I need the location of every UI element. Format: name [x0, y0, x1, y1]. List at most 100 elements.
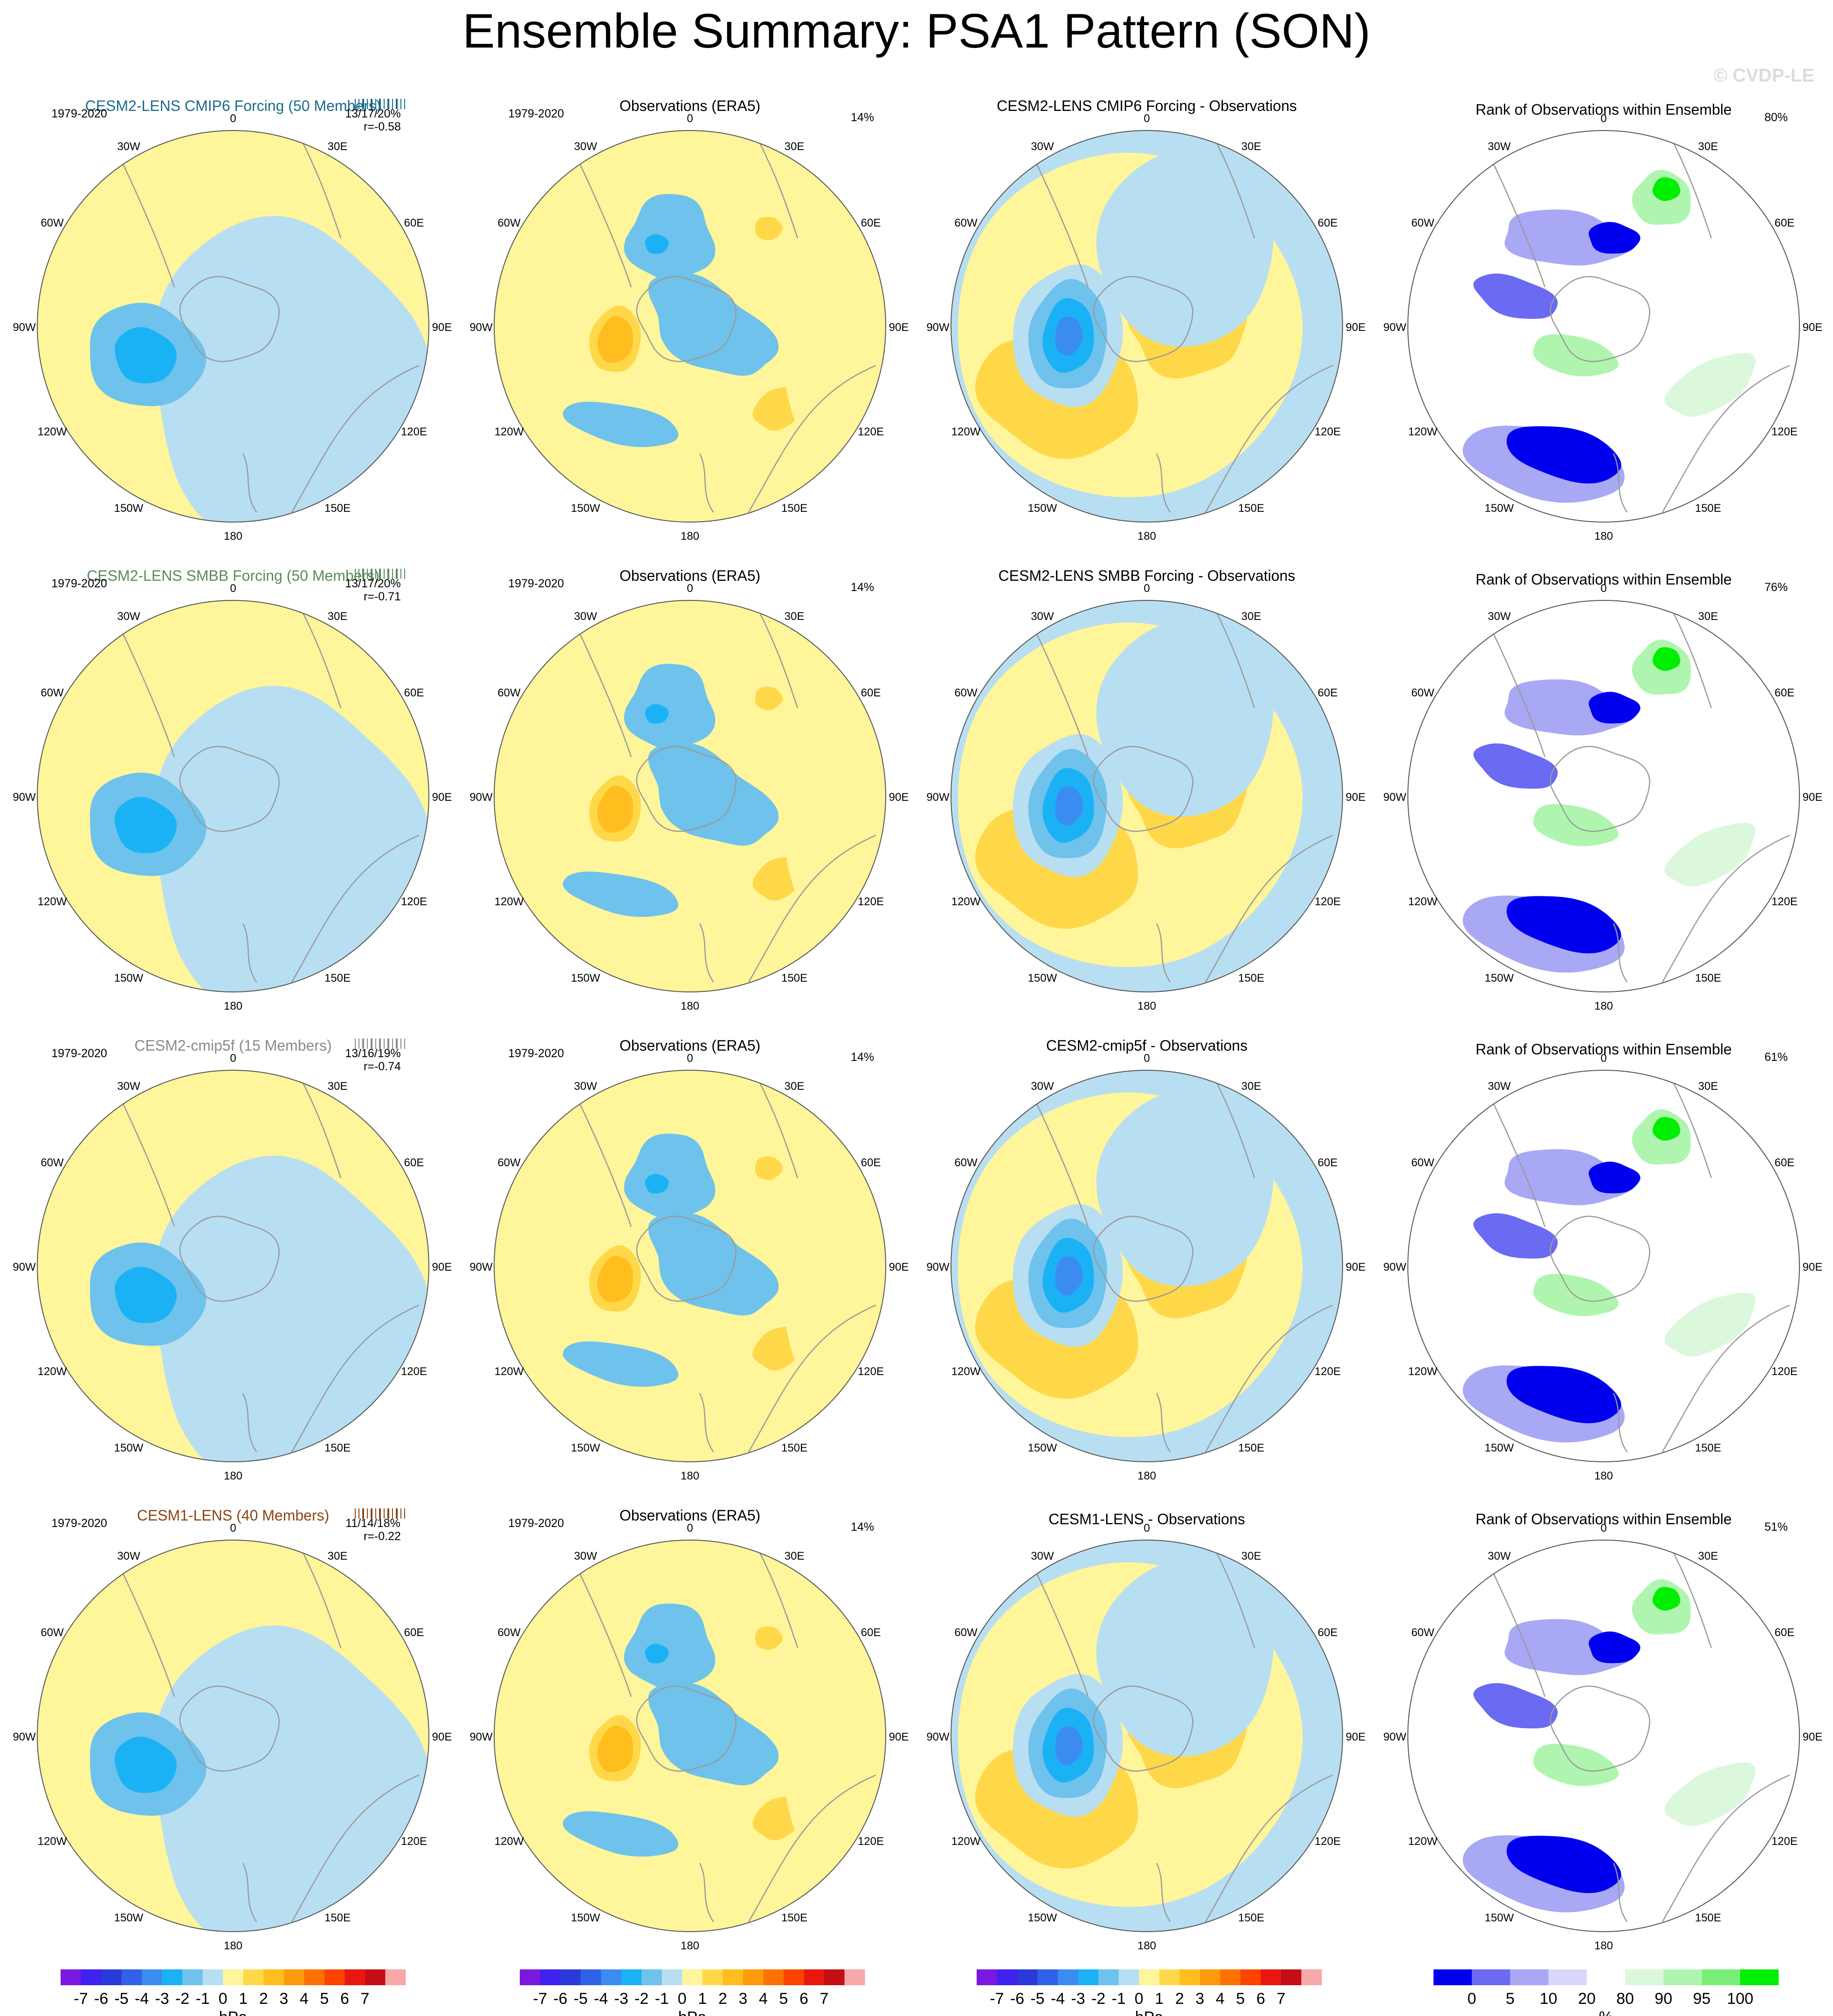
south-america-coast: [1025, 140, 1089, 288]
colorbar-swatch: [243, 1969, 264, 1985]
longitude-label: 0: [687, 112, 693, 125]
colorbar-tick-label: -7: [990, 1990, 1004, 2008]
longitude-label: 150W: [1485, 1912, 1514, 1924]
contour-region: [1473, 1683, 1558, 1728]
longitude-label: 60E: [1318, 687, 1338, 699]
longitude-label: 60E: [861, 1626, 881, 1639]
colorbar-tick-label: 5: [1236, 1990, 1245, 2008]
colorbar-unit: hPa: [678, 2009, 707, 2016]
longitude-label: 180: [681, 1000, 699, 1012]
contour-region: [563, 871, 679, 917]
colorbar-tick-label: -4: [1051, 1990, 1065, 2008]
longitude-label: 120W: [495, 1835, 524, 1848]
longitude-label: 120E: [1771, 1365, 1798, 1378]
map-border: [494, 1540, 886, 1932]
longitude-label: 150W: [1028, 502, 1057, 515]
colorbar-swatch: [804, 1969, 825, 1985]
longitude-label: 150E: [1695, 1912, 1721, 1924]
longitude-label: 120W: [38, 1365, 67, 1378]
colorbar-tick-label: 7: [1276, 1990, 1285, 2008]
colorbar-tick-label: 10: [1540, 1990, 1557, 2008]
longitude-label: 30E: [328, 1080, 348, 1093]
longitude-label: 150W: [1028, 1912, 1057, 1924]
colorbar-tick-label: 4: [1216, 1990, 1225, 2008]
south-america-coast: [568, 1080, 632, 1227]
period-label: 1979-2020: [508, 577, 564, 590]
longitude-label: 150W: [571, 1442, 600, 1454]
australia-coast: [748, 834, 876, 983]
map-field: [37, 1540, 429, 1932]
longitude-label: 30W: [574, 610, 597, 623]
contour-region: [1588, 692, 1640, 724]
longitude-label: 120E: [401, 426, 427, 438]
contour-region: [1096, 151, 1274, 347]
colorbar-swatch: [385, 1969, 406, 1985]
south-america-coast: [568, 1549, 632, 1697]
longitude-label: 60E: [1775, 217, 1795, 229]
longitude-label: 150W: [114, 1442, 144, 1454]
coastline: [1025, 1549, 1333, 1922]
colorbar-swatch: [365, 1969, 386, 1985]
longitude-label: 60E: [861, 687, 881, 699]
panel-observations: Observations (ERA5) 1979-2020 14% 0 30E 60E 90…: [469, 567, 909, 1012]
period-label: 1979-2020: [51, 577, 107, 590]
colorbar-swatch: [1433, 1969, 1472, 1985]
contour-region: [648, 273, 779, 376]
longitude-label: 0: [230, 112, 236, 125]
panel-title: Observations (ERA5): [620, 1507, 760, 1524]
new-zealand-coast: [242, 1393, 257, 1452]
panel-ensemble-mean: CESM2-LENS CMIP6 Forcing (50 Members)197…: [13, 97, 452, 543]
colorbar-tick-label: -7: [74, 1990, 88, 2008]
longitude-label: 120E: [401, 1835, 427, 1848]
contour-region: [624, 664, 716, 750]
longitude-label: 120W: [1408, 426, 1438, 438]
contour-region: [563, 1811, 679, 1857]
longitude-label: 60W: [41, 687, 64, 699]
colorbar-swatch: [763, 1969, 784, 1985]
member-spread-bar: [355, 99, 405, 109]
period-label: 1979-2020: [508, 1047, 564, 1060]
longitude-label: 120E: [1771, 895, 1798, 908]
contour-region: [1055, 1726, 1083, 1766]
longitude-label: 90E: [432, 321, 452, 334]
longitude-label: 180: [681, 530, 699, 543]
longitude-label: 120E: [1315, 1365, 1341, 1378]
australia-coast: [1661, 1304, 1790, 1452]
colorbar-tick-label: 5: [779, 1990, 788, 2008]
contour-region: [1588, 1631, 1640, 1664]
colorbar-swatch: [1199, 1969, 1220, 1985]
contour-region: [1055, 317, 1083, 356]
contour-region: [624, 1134, 716, 1220]
colorbar-swatch: [520, 1969, 541, 1985]
longitude-label: 0: [687, 582, 693, 595]
colorbar-tick-label: 0: [219, 1990, 227, 2008]
longitude-label: 120W: [38, 895, 67, 908]
longitude-label: 120W: [38, 426, 67, 438]
colorbar-tick-label: -5: [1030, 1990, 1044, 2008]
colorbar-swatch: [1240, 1969, 1261, 1985]
colorbar-tick-label: -6: [553, 1990, 567, 2008]
longitude-label: 30W: [1488, 1080, 1511, 1093]
longitude-label: 0: [1600, 582, 1606, 595]
new-zealand-coast: [699, 453, 714, 513]
panel-observations: Observations (ERA5) 1979-2020 14% 0 30E 60E 90…: [469, 97, 909, 543]
africa-coast: [301, 610, 342, 709]
longitude-label: 30W: [1488, 1550, 1511, 1562]
colorbar-tick-label: -4: [135, 1990, 149, 2008]
colorbar-tick-label: -5: [114, 1990, 128, 2008]
colorbar-swatch: [1118, 1969, 1139, 1985]
south-america-coast: [1482, 1549, 1546, 1697]
south-america-coast: [111, 1080, 175, 1227]
longitude-label: 60W: [1411, 1156, 1434, 1169]
panel-title: Rank of Observations within Ensemble: [1475, 571, 1732, 588]
contour-region: [1533, 804, 1619, 846]
longitude-label: 30E: [1698, 1080, 1718, 1093]
antarctica-outline: [1550, 1686, 1651, 1772]
rank-percent: 51%: [1764, 1521, 1788, 1534]
longitude-label: 90W: [13, 321, 36, 334]
longitude-label: 30E: [328, 140, 348, 153]
correlation-label: r=-0.71: [364, 590, 401, 603]
longitude-label: 0: [1144, 1522, 1150, 1534]
colorbar-swatch: [601, 1969, 622, 1985]
colorbar-swatch: [1625, 1969, 1664, 1985]
